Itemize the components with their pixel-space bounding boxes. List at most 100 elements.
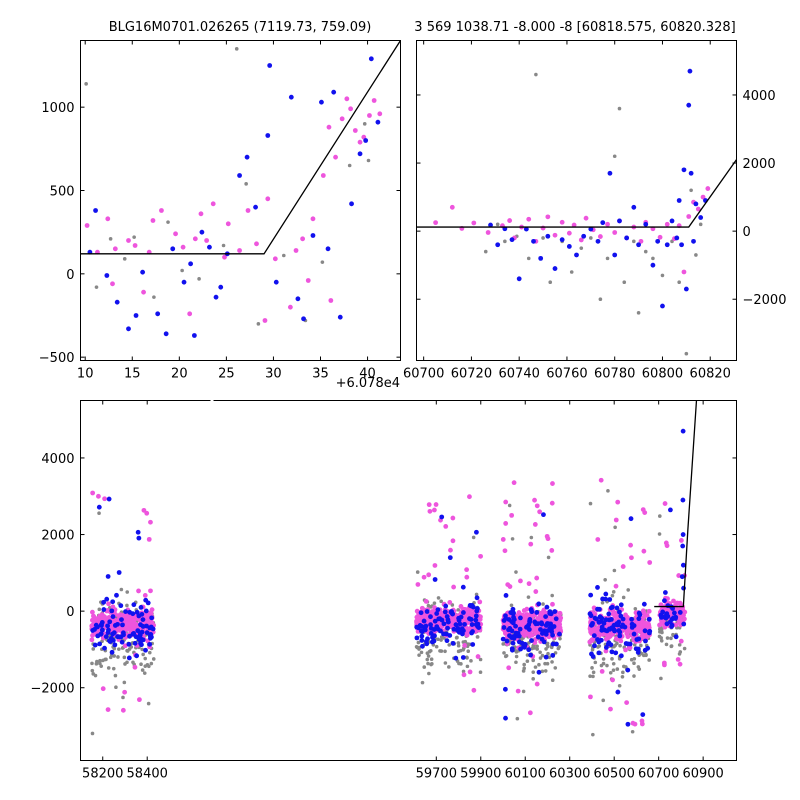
blue-data-point (123, 609, 128, 614)
gray-data-point (541, 236, 545, 240)
gray-data-point (611, 668, 616, 672)
magenta-data-point (339, 116, 345, 122)
blue-data-point (606, 611, 612, 617)
blue-data-point (550, 652, 556, 658)
blue-data-point (509, 647, 515, 653)
gray-data-point (535, 644, 539, 649)
magenta-data-point (681, 269, 687, 275)
magenta-data-point (100, 686, 106, 692)
gray-data-point (90, 731, 95, 736)
gray-data-point (425, 651, 430, 656)
blue-data-point (105, 630, 111, 635)
magenta-data-point (677, 661, 683, 667)
top-left-title: BLG16M0701.026265 (7119.73, 759.09) (109, 20, 372, 35)
gray-data-point (132, 235, 136, 239)
gray-data-point (632, 239, 636, 244)
blue-data-point (665, 613, 671, 619)
gray-data-point (108, 237, 113, 241)
gray-data-point (537, 662, 541, 667)
x-tick-label: 20 (171, 367, 188, 382)
blue-data-point (522, 644, 527, 650)
x-tick-label: 60900 (682, 767, 723, 782)
gray-data-point (641, 653, 646, 658)
gray-data-point (456, 608, 461, 612)
magenta-data-point (639, 721, 645, 727)
gray-data-point (533, 665, 538, 669)
magenta-data-point (478, 614, 483, 620)
magenta-data-point (126, 626, 131, 632)
y-tick-label: 0 (66, 605, 74, 620)
magenta-data-point (682, 616, 687, 622)
blue-data-point (617, 629, 623, 635)
top-left-panel: BLG16M0701.026265 (7119.73, 759.09) 10 15… (39, 20, 401, 391)
blue-data-point (526, 622, 532, 628)
magenta-data-point (443, 523, 449, 529)
magenta-data-point (287, 304, 293, 310)
blue-data-point (691, 238, 696, 244)
blue-data-point (349, 201, 354, 207)
blue-data-point (596, 650, 602, 656)
magenta-data-point (90, 633, 95, 638)
magenta-data-point (527, 633, 533, 639)
x-tick-label: 60720 (451, 367, 492, 382)
gray-data-point (123, 662, 127, 666)
gray-data-point (546, 555, 551, 560)
magenta-data-point (613, 517, 619, 523)
blue-data-point (680, 497, 686, 503)
blue-data-point (457, 621, 463, 627)
blue-data-point (640, 712, 646, 718)
gray-data-point (557, 645, 561, 649)
blue-data-point (119, 617, 124, 622)
gray-data-point (429, 605, 433, 609)
gray-data-point (608, 671, 613, 675)
gray-data-point (97, 607, 102, 612)
gray-data-point (140, 668, 145, 672)
gray-data-point (531, 677, 535, 681)
x-tick-label: 59700 (416, 767, 457, 782)
blue-data-point (310, 233, 316, 238)
magenta-data-point (505, 620, 511, 626)
gray-data-point (414, 644, 419, 649)
blue-data-point (671, 610, 677, 616)
blue-data-point (295, 296, 301, 302)
blue-data-point (101, 607, 107, 612)
blue-data-point (636, 616, 642, 622)
gray-data-point (415, 570, 420, 574)
gray-data-point (116, 655, 120, 659)
magenta-data-point (571, 222, 577, 228)
blue-data-point (140, 269, 146, 275)
magenta-data-point (475, 654, 481, 659)
blue-data-point (105, 623, 110, 629)
magenta-data-point (540, 225, 546, 231)
magenta-data-point (641, 548, 647, 554)
gray-data-point (677, 643, 682, 647)
blue-data-point (531, 238, 536, 244)
blue-data-point (502, 686, 508, 692)
blue-data-point (595, 238, 601, 244)
gray-data-point (131, 660, 135, 665)
gray-data-point (615, 641, 619, 646)
blue-data-point (144, 630, 150, 636)
magenta-data-point (533, 589, 539, 594)
blue-data-point (643, 221, 649, 227)
magenta-data-point (628, 542, 634, 548)
blue-data-point (529, 638, 534, 643)
y-tick-label: 4000 (41, 452, 74, 467)
blue-data-point (461, 610, 466, 615)
blue-data-point (541, 512, 546, 518)
blue-data-point (509, 628, 515, 634)
magenta-data-point (613, 583, 619, 589)
gray-data-point (526, 595, 531, 599)
blue-data-point (536, 601, 542, 607)
magenta-data-point (90, 609, 95, 615)
gray-data-point (678, 650, 683, 654)
blue-data-point (679, 242, 684, 248)
blue-data-point (603, 591, 609, 597)
blue-data-point (419, 628, 424, 634)
blue-data-point (375, 119, 381, 125)
gray-data-point (589, 236, 593, 240)
gray-data-point (208, 362, 212, 366)
gray-data-point (526, 256, 531, 261)
magenta-data-point (462, 643, 468, 648)
blue-data-point (428, 622, 433, 628)
